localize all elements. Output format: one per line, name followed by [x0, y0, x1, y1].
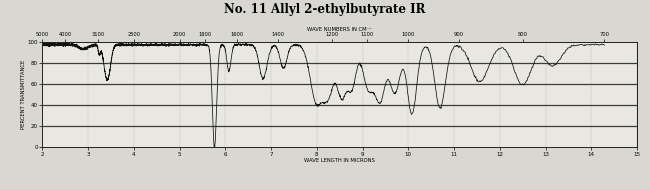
X-axis label: WAVE NUMBERS IN CM⁻¹: WAVE NUMBERS IN CM⁻¹: [307, 27, 372, 32]
Y-axis label: PERCENT TRANSMITTANCE: PERCENT TRANSMITTANCE: [21, 60, 26, 129]
X-axis label: WAVE LENGTH IN MICRONS: WAVE LENGTH IN MICRONS: [304, 158, 375, 163]
Text: No. 11 Allyl 2-ethylbutyrate IR: No. 11 Allyl 2-ethylbutyrate IR: [224, 3, 426, 16]
